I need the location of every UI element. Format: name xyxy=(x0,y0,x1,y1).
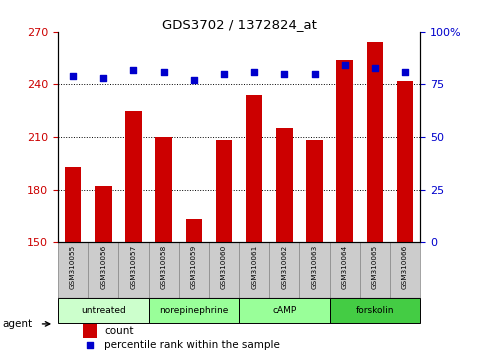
Text: GSM310061: GSM310061 xyxy=(251,245,257,289)
Text: GSM310055: GSM310055 xyxy=(70,245,76,289)
Text: GSM310063: GSM310063 xyxy=(312,245,317,289)
Text: GSM310065: GSM310065 xyxy=(372,245,378,289)
Bar xyxy=(58,298,149,323)
Bar xyxy=(270,242,299,298)
Bar xyxy=(209,242,239,298)
Text: GSM310056: GSM310056 xyxy=(100,245,106,289)
Point xyxy=(86,342,94,348)
Bar xyxy=(337,60,353,242)
Bar xyxy=(306,141,323,242)
Bar xyxy=(397,81,413,242)
Bar xyxy=(390,242,420,298)
Bar xyxy=(330,298,420,323)
Text: GSM310058: GSM310058 xyxy=(161,245,167,289)
Text: GSM310059: GSM310059 xyxy=(191,245,197,289)
Point xyxy=(190,78,198,83)
Point xyxy=(281,71,288,77)
Point xyxy=(401,69,409,75)
Text: cAMP: cAMP xyxy=(272,306,297,315)
Text: untreated: untreated xyxy=(81,306,126,315)
Title: GDS3702 / 1372824_at: GDS3702 / 1372824_at xyxy=(162,18,316,31)
Text: norepinephrine: norepinephrine xyxy=(159,306,228,315)
Point xyxy=(341,63,349,68)
Bar xyxy=(149,298,239,323)
Point xyxy=(129,67,137,73)
Bar xyxy=(125,111,142,242)
Bar xyxy=(58,242,88,298)
Bar xyxy=(179,242,209,298)
Bar xyxy=(239,242,270,298)
Text: percentile rank within the sample: percentile rank within the sample xyxy=(104,340,280,350)
Text: GSM310060: GSM310060 xyxy=(221,245,227,289)
Bar xyxy=(239,298,330,323)
Point xyxy=(371,65,379,70)
Text: GSM310066: GSM310066 xyxy=(402,245,408,289)
Bar xyxy=(299,242,330,298)
Bar xyxy=(88,242,118,298)
Point xyxy=(69,73,77,79)
Point xyxy=(99,75,107,81)
Bar xyxy=(360,242,390,298)
Text: GSM310057: GSM310057 xyxy=(130,245,136,289)
Point xyxy=(160,69,168,75)
Bar xyxy=(118,242,149,298)
Bar xyxy=(149,242,179,298)
Bar xyxy=(276,128,293,242)
Bar xyxy=(367,42,383,242)
Bar xyxy=(84,324,97,338)
Text: GSM310064: GSM310064 xyxy=(342,245,348,289)
Text: forskolin: forskolin xyxy=(355,306,394,315)
Text: GSM310062: GSM310062 xyxy=(282,245,287,289)
Bar xyxy=(65,167,81,242)
Text: agent: agent xyxy=(2,319,32,329)
Bar xyxy=(185,219,202,242)
Bar xyxy=(330,242,360,298)
Bar xyxy=(246,95,262,242)
Point xyxy=(250,69,258,75)
Text: count: count xyxy=(104,326,134,336)
Point xyxy=(311,71,318,77)
Bar xyxy=(156,137,172,242)
Point xyxy=(220,71,228,77)
Bar xyxy=(216,141,232,242)
Bar xyxy=(95,186,112,242)
